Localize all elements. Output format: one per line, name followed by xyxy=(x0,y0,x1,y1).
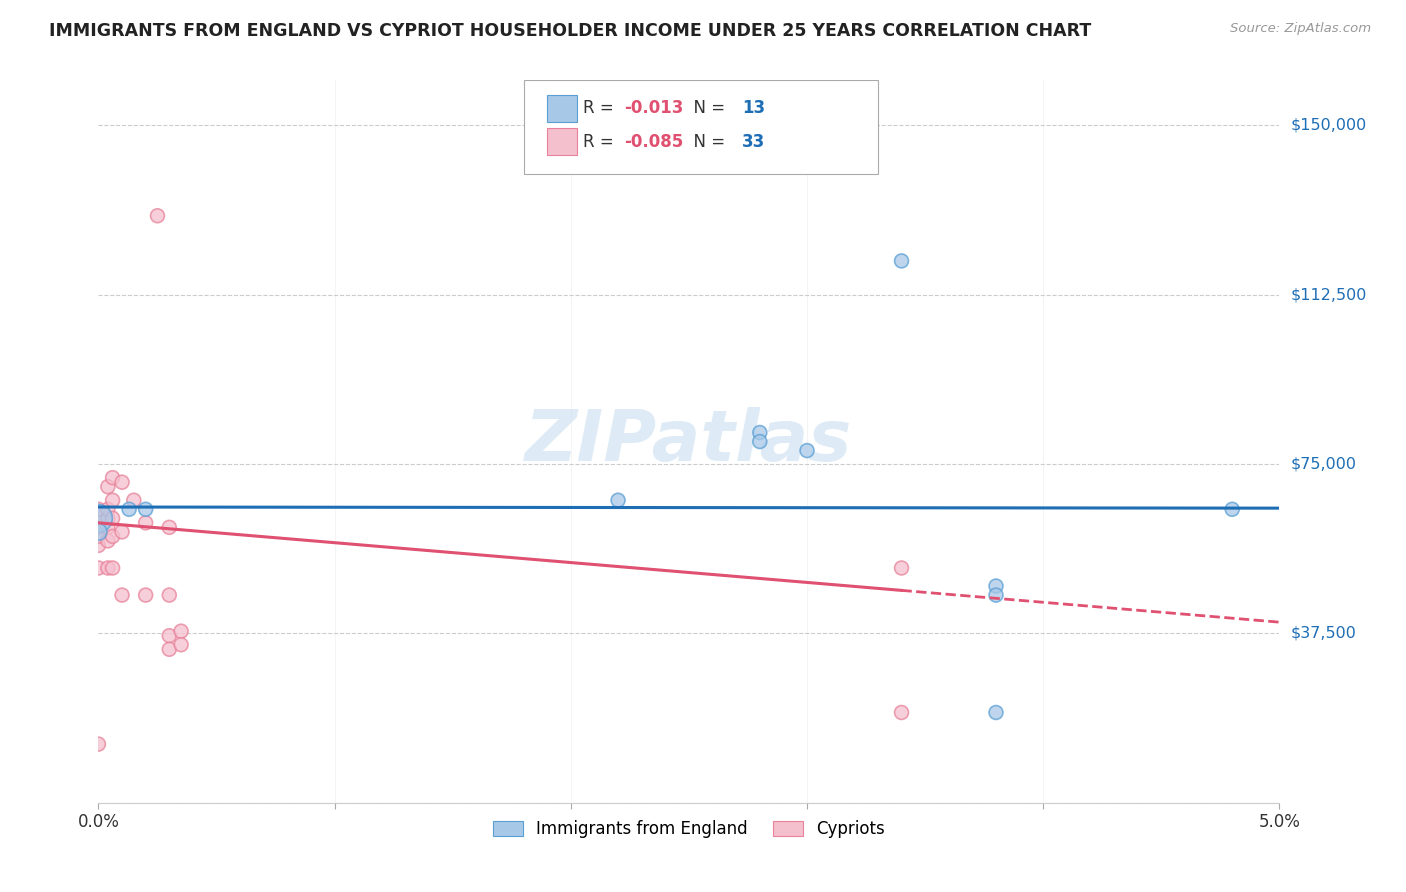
Point xyxy=(87,737,110,751)
Point xyxy=(146,209,169,223)
Legend: Immigrants from England, Cypriots: Immigrants from England, Cypriots xyxy=(486,814,891,845)
FancyBboxPatch shape xyxy=(547,128,576,155)
Point xyxy=(170,638,193,652)
Point xyxy=(97,511,120,525)
Text: ZIPatlas: ZIPatlas xyxy=(526,407,852,476)
Point xyxy=(101,511,124,525)
Point xyxy=(122,493,145,508)
Point xyxy=(97,502,120,516)
Point xyxy=(87,502,110,516)
Point xyxy=(1220,502,1243,516)
Text: N =: N = xyxy=(683,133,730,151)
Text: $37,500: $37,500 xyxy=(1291,626,1357,641)
Point xyxy=(157,642,180,657)
Point xyxy=(97,533,120,548)
Point xyxy=(157,588,180,602)
Text: 33: 33 xyxy=(742,133,765,151)
Text: $150,000: $150,000 xyxy=(1291,118,1367,133)
Point xyxy=(135,502,157,516)
Point xyxy=(748,434,770,449)
Text: 13: 13 xyxy=(742,100,765,118)
Point xyxy=(87,511,110,525)
Point xyxy=(111,588,134,602)
Text: R =: R = xyxy=(582,133,619,151)
FancyBboxPatch shape xyxy=(523,80,877,174)
Text: $112,500: $112,500 xyxy=(1291,287,1367,302)
Point xyxy=(97,520,120,534)
Point xyxy=(157,629,180,643)
Point xyxy=(135,588,157,602)
Point xyxy=(890,561,912,575)
Point xyxy=(87,520,110,534)
Point xyxy=(101,561,124,575)
Point xyxy=(118,502,141,516)
Point xyxy=(890,706,912,720)
Point xyxy=(87,538,110,552)
FancyBboxPatch shape xyxy=(547,95,576,122)
Text: Source: ZipAtlas.com: Source: ZipAtlas.com xyxy=(1230,22,1371,36)
Text: R =: R = xyxy=(582,100,619,118)
Point xyxy=(87,524,110,539)
Point xyxy=(87,561,110,575)
Point xyxy=(135,516,157,530)
Point xyxy=(984,579,1007,593)
Point xyxy=(101,493,124,508)
Point xyxy=(111,524,134,539)
Point xyxy=(748,425,770,440)
Text: N =: N = xyxy=(683,100,730,118)
Point xyxy=(101,470,124,484)
Point xyxy=(170,624,193,639)
Point xyxy=(87,529,110,543)
Point xyxy=(111,475,134,490)
Point xyxy=(796,443,818,458)
Point xyxy=(87,511,110,525)
Text: -0.013: -0.013 xyxy=(624,100,683,118)
Text: $75,000: $75,000 xyxy=(1291,457,1357,472)
Point xyxy=(984,588,1007,602)
Text: -0.085: -0.085 xyxy=(624,133,683,151)
Point xyxy=(157,520,180,534)
Point xyxy=(101,529,124,543)
Point xyxy=(984,706,1007,720)
Point xyxy=(97,480,120,494)
Text: IMMIGRANTS FROM ENGLAND VS CYPRIOT HOUSEHOLDER INCOME UNDER 25 YEARS CORRELATION: IMMIGRANTS FROM ENGLAND VS CYPRIOT HOUSE… xyxy=(49,22,1091,40)
Point xyxy=(890,253,912,268)
Point xyxy=(607,493,630,508)
Point xyxy=(97,561,120,575)
